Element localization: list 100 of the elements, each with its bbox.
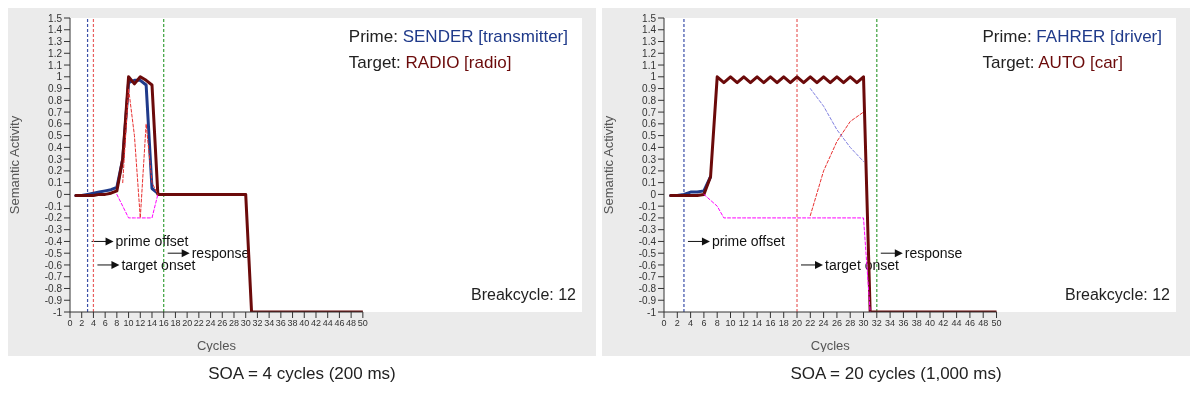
x-tick-label: 38 [911, 318, 922, 329]
y-tick-label: -0.3 [638, 224, 657, 236]
x-tick-label: 14 [146, 318, 157, 329]
y-tick-label: 0.2 [642, 165, 657, 177]
x-tick-label: 38 [287, 318, 298, 329]
text: SOA = 4 cycles (200 ms) [207, 364, 397, 384]
y-tick-label: -0.8 [44, 283, 63, 295]
y-tick-label: 1.5 [642, 12, 657, 24]
y-tick-label: 0.3 [48, 153, 63, 165]
x-tick-label: 14 [752, 318, 763, 329]
x-tick-label: 0 [67, 318, 73, 329]
text: Breakcycle: 12 [1065, 286, 1171, 303]
x-tick-label: 34 [885, 318, 896, 329]
y-tick-label: 0.6 [642, 118, 657, 130]
x-tick-label: 16 [765, 318, 776, 329]
x-tick-label: 22 [193, 318, 204, 329]
x-tick-label: 30 [240, 318, 251, 329]
y-tick-label: 0.2 [48, 165, 63, 177]
y-tick-label: 0.7 [642, 106, 657, 118]
x-tick-label: 26 [217, 318, 228, 329]
y-tick-label: -0.4 [44, 235, 63, 247]
x-tick-label: 4 [688, 318, 694, 329]
y-tick-label: -0.6 [638, 259, 657, 271]
x-tick-label: 20 [792, 318, 803, 329]
x-tick-label: 44 [322, 318, 333, 329]
y-tick-label: -0.1 [44, 200, 63, 212]
x-tick-label: 2 [674, 318, 680, 329]
y-tick-label: 1.1 [48, 59, 63, 71]
y-tick-label: 1.4 [642, 24, 657, 36]
y-tick-label: -0.6 [44, 259, 63, 271]
y-tick-label: -0.5 [44, 247, 63, 259]
y-tick-label: -0.9 [44, 294, 63, 306]
text: SOA = 20 cycles (1,000 ms) [789, 364, 1003, 384]
y-tick-label: -0.7 [638, 271, 657, 283]
text: Breakcycle: 12 [471, 286, 577, 303]
x-tick-label: 6 [701, 318, 707, 329]
x-tick-label: 0 [661, 318, 667, 329]
x-tick-label: 50 [991, 318, 1002, 329]
x-tick-label: 40 [925, 318, 936, 329]
y-tick-label: 1.5 [48, 12, 63, 24]
x-tick-label: 10 [123, 318, 134, 329]
x-tick-label: 16 [158, 318, 169, 329]
x-tick-label: 8 [114, 318, 120, 329]
y-tick-label: 1 [650, 71, 657, 83]
y-tick-label: 0.4 [48, 141, 63, 153]
ref-line-label: prime offset [711, 233, 785, 250]
x-axis-title: Cycles [810, 338, 851, 353]
y-tick-label: 0.9 [642, 83, 657, 95]
y-tick-label: 1 [56, 71, 63, 83]
x-tick-label: 32 [871, 318, 882, 329]
x-tick-label: 24 [818, 318, 829, 329]
text: Prime: SENDER [transmitter] [348, 27, 568, 46]
y-tick-label: -0.9 [638, 294, 657, 306]
y-tick-label: -0.7 [44, 271, 63, 283]
x-tick-label: 12 [738, 318, 749, 329]
y-axis-title: Semantic Activity [600, 115, 616, 215]
x-tick-label: 10 [725, 318, 736, 329]
x-tick-label: 28 [228, 318, 239, 329]
x-tick-label: 26 [831, 318, 842, 329]
y-tick-label: -0.5 [638, 247, 657, 259]
x-tick-label: 46 [334, 318, 345, 329]
x-tick-label: 48 [978, 318, 989, 329]
x-tick-label: 34 [264, 318, 275, 329]
y-tick-label: 0.5 [48, 130, 63, 142]
y-tick-label: 0.9 [48, 83, 63, 95]
x-tick-label: 44 [951, 318, 962, 329]
y-tick-label: -0.1 [638, 200, 657, 212]
text: Target: AUTO [car] [982, 53, 1123, 72]
y-tick-label: 0.5 [642, 130, 657, 142]
y-tick-label: -0.8 [638, 283, 657, 295]
x-tick-label: 42 [938, 318, 949, 329]
y-tick-label: 1.4 [48, 24, 63, 36]
y-axis-title: Semantic Activity [6, 115, 22, 215]
y-tick-label: -0.2 [638, 212, 657, 224]
y-tick-label: 0.6 [48, 118, 63, 130]
y-tick-label: 0.1 [48, 177, 63, 189]
x-tick-label: 48 [346, 318, 357, 329]
x-tick-label: 30 [858, 318, 869, 329]
x-tick-label: 28 [845, 318, 856, 329]
y-tick-label: 1.2 [642, 47, 657, 59]
y-tick-label: 0 [650, 188, 657, 200]
text: Target: RADIO [radio] [348, 53, 512, 72]
y-tick-label: 1.3 [642, 36, 657, 48]
x-tick-label: 40 [299, 318, 310, 329]
y-tick-label: -0.3 [44, 224, 63, 236]
x-tick-label: 6 [102, 318, 108, 329]
x-tick-label: 46 [964, 318, 975, 329]
text: Prime: FAHRER [driver] [982, 27, 1162, 46]
y-tick-label: 0 [56, 188, 63, 200]
y-tick-label: -1 [53, 306, 63, 318]
x-tick-label: 32 [252, 318, 263, 329]
y-tick-label: 0.7 [48, 106, 63, 118]
x-tick-label: 8 [714, 318, 720, 329]
y-tick-label: 0.4 [642, 141, 657, 153]
x-tick-label: 18 [778, 318, 789, 329]
x-tick-label: 22 [805, 318, 816, 329]
y-tick-label: 1.1 [642, 59, 657, 71]
x-tick-label: 24 [205, 318, 216, 329]
x-tick-label: 50 [357, 318, 368, 329]
ref-line-label: response [904, 245, 963, 262]
